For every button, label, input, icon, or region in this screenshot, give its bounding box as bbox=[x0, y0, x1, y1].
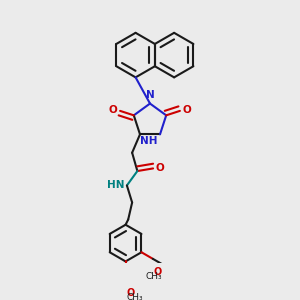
Text: O: O bbox=[156, 164, 164, 173]
Text: N: N bbox=[146, 90, 154, 100]
Text: O: O bbox=[109, 105, 118, 115]
Text: NH: NH bbox=[140, 136, 158, 146]
Text: O: O bbox=[154, 267, 162, 277]
Text: O: O bbox=[182, 105, 191, 115]
Text: HN: HN bbox=[107, 181, 125, 190]
Text: CH₃: CH₃ bbox=[146, 272, 162, 280]
Text: CH₃: CH₃ bbox=[126, 293, 143, 300]
Text: O: O bbox=[127, 288, 135, 298]
